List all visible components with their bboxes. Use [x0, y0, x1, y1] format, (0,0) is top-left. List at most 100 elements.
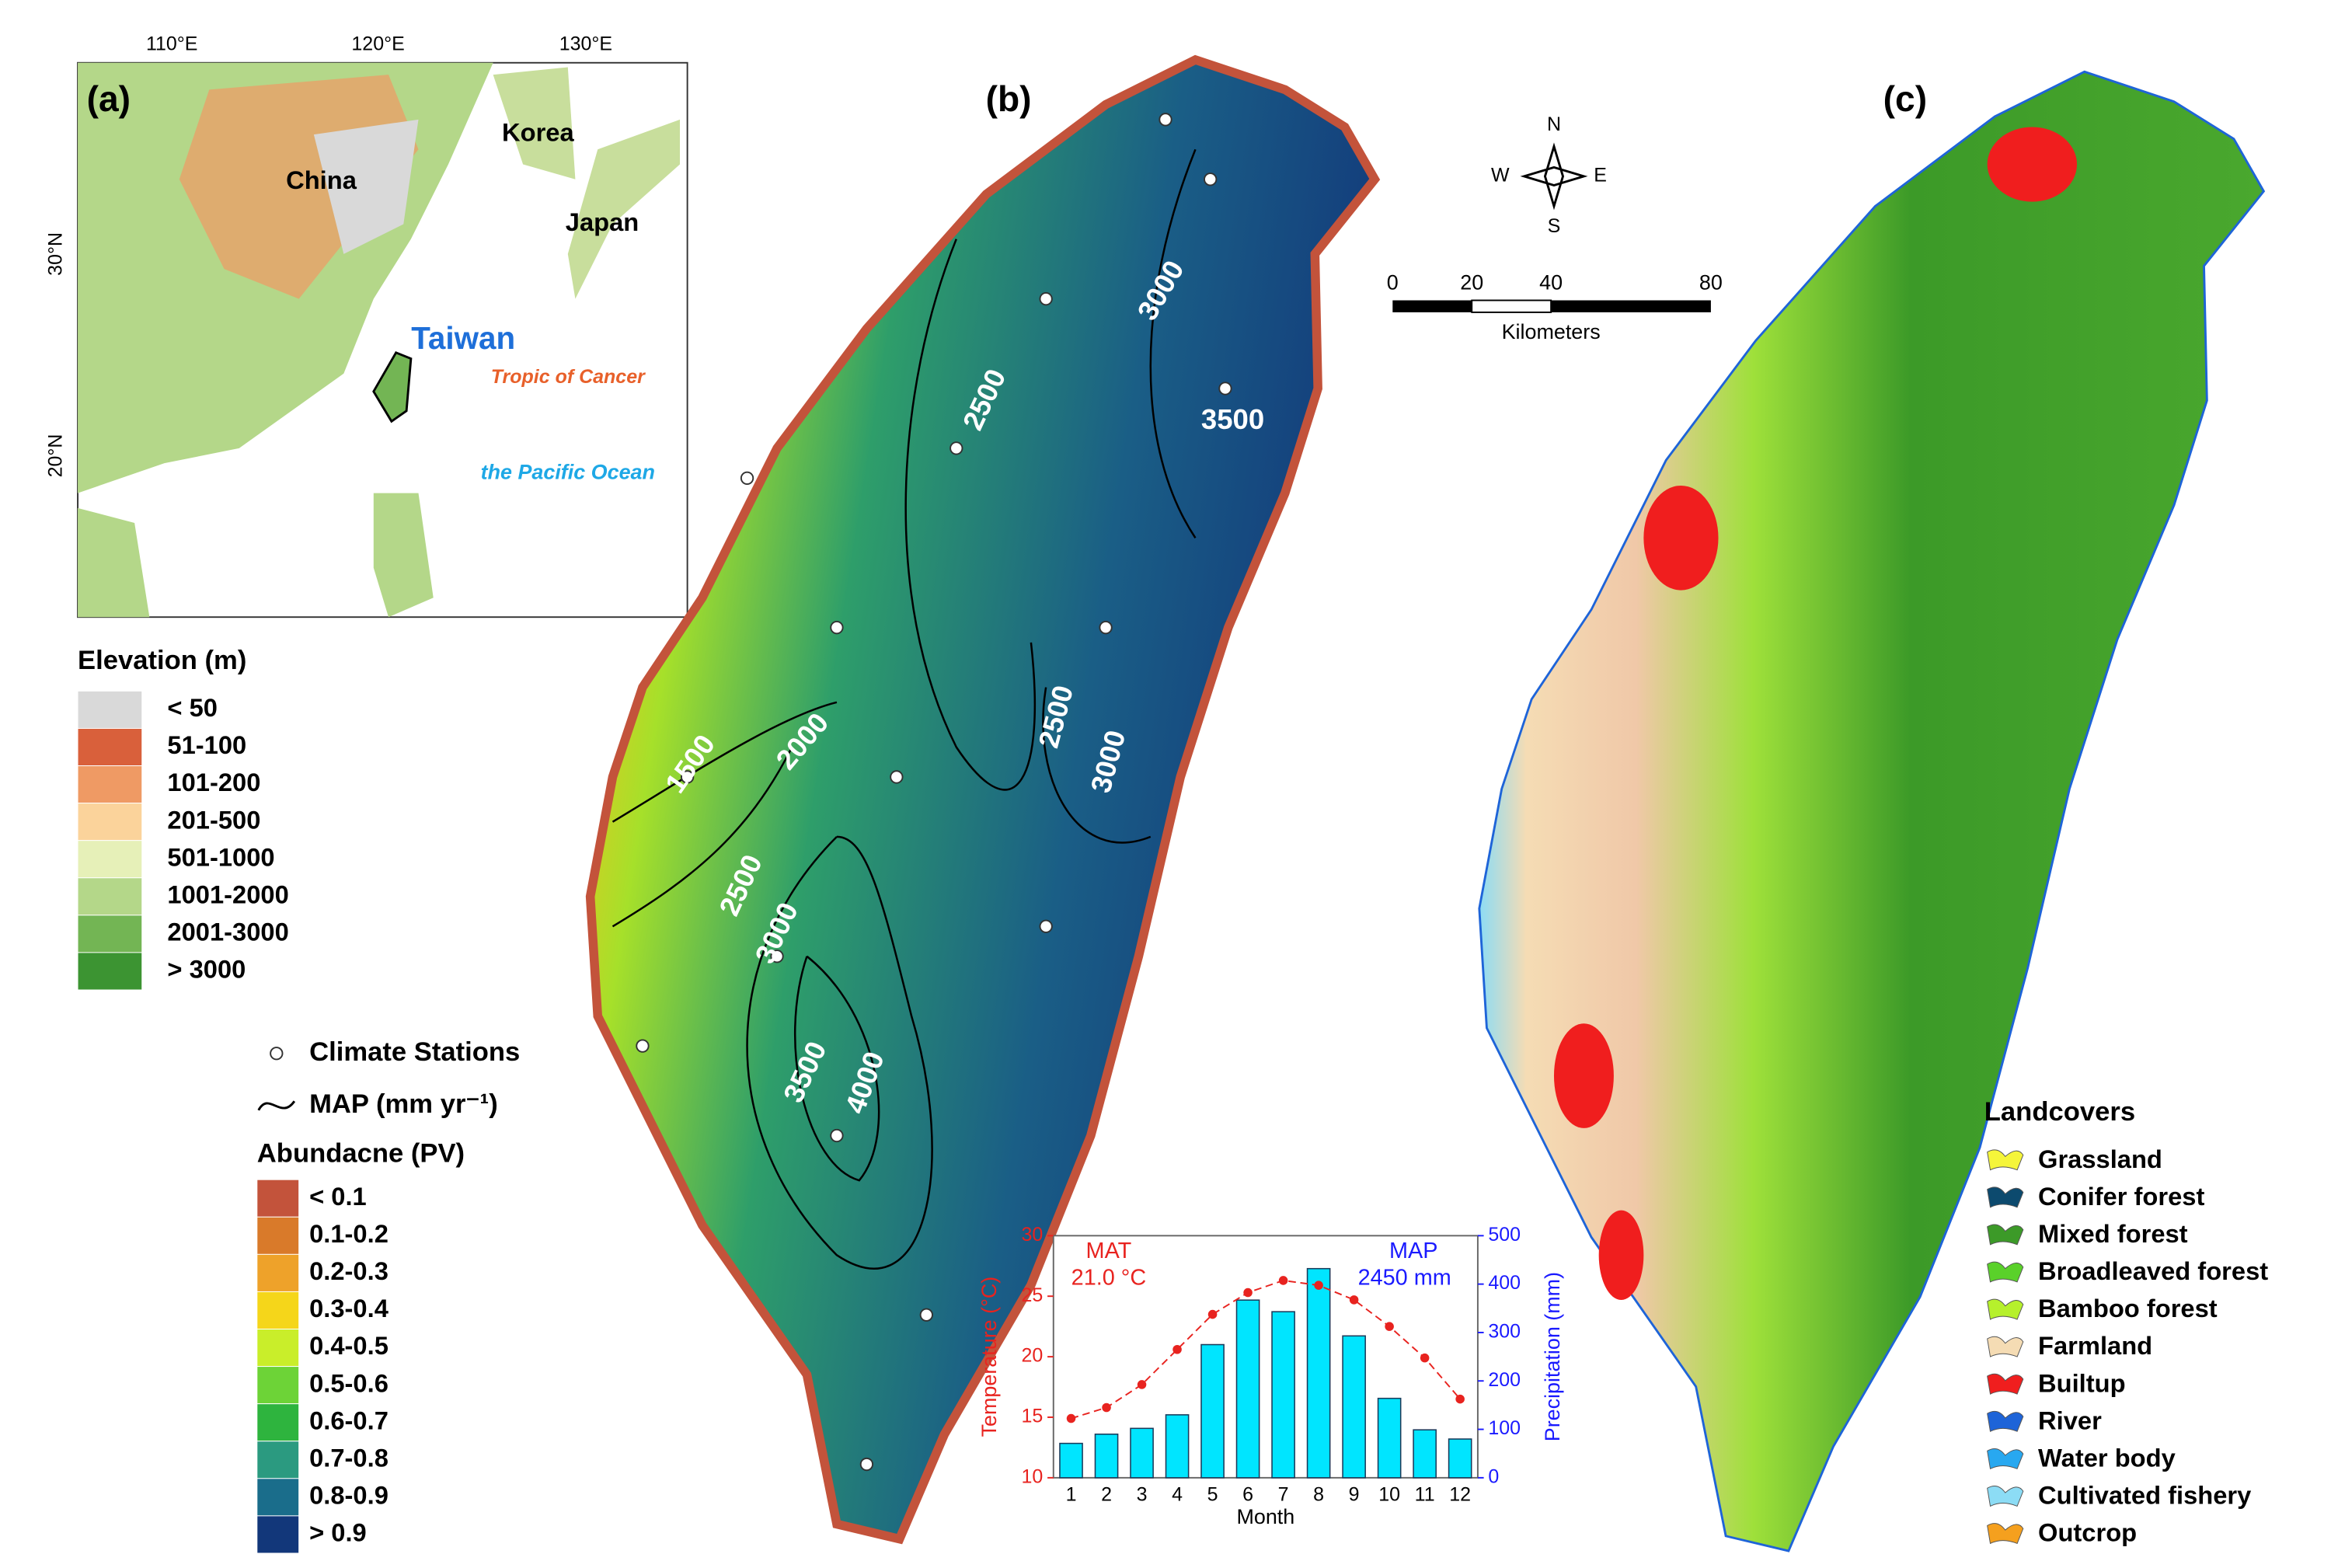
compass-label: N	[1547, 113, 1561, 135]
x-tick-label: 8	[1313, 1484, 1324, 1506]
legend-label: > 0.9	[309, 1518, 367, 1547]
x-tick-label: 1	[1066, 1484, 1077, 1506]
legend-swatch	[256, 1329, 300, 1368]
temperature-point	[1172, 1344, 1182, 1354]
legend-swatch	[1987, 1373, 2024, 1395]
legend-swatch	[1987, 1149, 2024, 1171]
legend-swatch	[256, 1366, 300, 1405]
y2-tick-label: 300	[1488, 1321, 1521, 1343]
bar	[1235, 1299, 1260, 1479]
x-tick-label: 11	[1415, 1484, 1435, 1506]
legend-label: 1001-2000	[167, 880, 288, 908]
legend-swatch	[77, 803, 143, 841]
station	[680, 770, 695, 784]
legend-swatch	[256, 1291, 300, 1329]
patch	[1643, 485, 1719, 591]
bar	[1413, 1429, 1437, 1479]
legend-title: Landcovers	[1984, 1097, 2135, 1127]
legend-label: < 0.1	[309, 1182, 367, 1211]
inset-map	[77, 61, 688, 618]
legend-label: 0.7-0.8	[309, 1443, 388, 1472]
lat-label: 30°N	[45, 232, 67, 276]
bar	[1448, 1438, 1472, 1479]
legend-label: Farmland	[2038, 1331, 2152, 1360]
land	[373, 493, 434, 618]
station	[1099, 621, 1113, 635]
x-tick-label: 7	[1278, 1484, 1289, 1506]
lon-label: 130°E	[559, 33, 612, 54]
scale-segment	[1471, 299, 1552, 313]
bar	[1094, 1434, 1119, 1479]
station	[1159, 113, 1172, 127]
land	[78, 507, 150, 618]
annotation: 21.0 °C	[1071, 1266, 1146, 1291]
x-tick-label: 9	[1349, 1484, 1360, 1506]
legend-swatch	[77, 840, 143, 879]
temperature-point	[1278, 1276, 1288, 1285]
panel-label: (c)	[1883, 78, 1927, 119]
station	[890, 770, 904, 784]
scale-bar	[1392, 299, 1711, 313]
legend-label: 0.5-0.6	[309, 1368, 388, 1397]
legend-label: River	[2038, 1406, 2102, 1434]
patch	[1598, 1210, 1644, 1301]
annotation: MAT	[1086, 1239, 1132, 1263]
legend-label: 0.8-0.9	[309, 1480, 388, 1509]
temperature-point	[1207, 1309, 1218, 1319]
bar	[1342, 1335, 1366, 1479]
legend-swatch	[256, 1216, 300, 1255]
place-label: China	[286, 166, 357, 194]
contour	[611, 701, 838, 823]
legend-swatch	[1987, 1410, 2024, 1432]
temperature-point	[1455, 1394, 1465, 1404]
x-axis-label: Month	[1236, 1505, 1294, 1528]
land	[313, 119, 419, 254]
x-tick-label: 3	[1137, 1484, 1148, 1506]
bar	[1377, 1397, 1402, 1479]
scale-segment	[1392, 300, 1472, 312]
legend-label: Conifer forest	[2038, 1182, 2204, 1211]
x-tick-label: 10	[1378, 1484, 1400, 1506]
legend-label: 201-500	[167, 805, 260, 834]
y2-tick-label: 400	[1488, 1272, 1521, 1294]
station	[830, 621, 844, 635]
temperature-point	[1385, 1322, 1394, 1331]
legend-station	[270, 1047, 284, 1061]
legend-swatch	[1987, 1523, 2024, 1545]
legend-label: 501-1000	[167, 842, 274, 871]
temperature-point	[1349, 1295, 1359, 1305]
panel-label: (b)	[986, 78, 1032, 119]
legend-label: 2001-3000	[167, 918, 288, 946]
legend-swatch	[77, 915, 143, 953]
scale-unit: Kilometers	[1502, 320, 1601, 343]
place-label: Taiwan	[411, 320, 515, 356]
contours	[611, 148, 1197, 1270]
builtup-patches	[1553, 127, 2078, 1301]
temperature-point	[1102, 1402, 1111, 1413]
bar	[1130, 1427, 1154, 1479]
taiwan	[372, 351, 413, 423]
bar	[1165, 1414, 1190, 1479]
legend-label: 0.4-0.5	[309, 1331, 388, 1360]
legend-swatch	[1987, 1336, 2024, 1357]
temperature-point	[1137, 1380, 1147, 1389]
land	[493, 67, 576, 179]
station	[770, 950, 784, 963]
land	[567, 119, 681, 299]
legend-label: MAP (mm yr⁻¹)	[309, 1089, 498, 1119]
place-label: Korea	[502, 118, 574, 147]
lon-label: 110°E	[146, 33, 198, 54]
x-tick-label: 4	[1172, 1484, 1183, 1506]
place-label: the Pacific Ocean	[481, 461, 655, 484]
scale-label: 0	[1387, 270, 1399, 294]
y2-tick-label: 500	[1488, 1224, 1521, 1246]
lat-label: 20°N	[45, 434, 67, 478]
patch	[1553, 1023, 1614, 1128]
legend-swatch	[1987, 1224, 2024, 1246]
legend-label: Broadleaved forest	[2038, 1256, 2268, 1285]
contour	[1042, 687, 1152, 844]
bar	[1200, 1343, 1225, 1479]
legend-label: 0.2-0.3	[309, 1256, 388, 1285]
legend-label: 0.6-0.7	[309, 1406, 388, 1434]
bar	[1271, 1311, 1295, 1479]
